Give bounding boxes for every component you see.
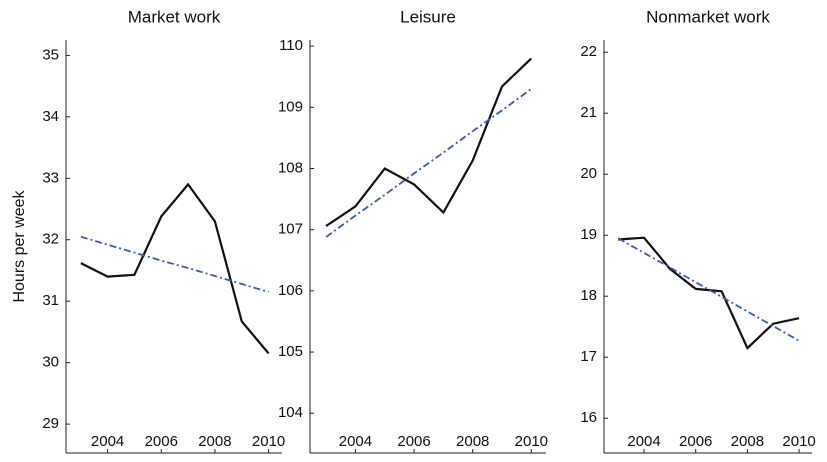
- x-tick-label: 2008: [456, 433, 489, 450]
- y-tick-label: 19: [580, 226, 597, 243]
- y-tick-label: 110: [279, 37, 303, 54]
- y-tick-label: 107: [278, 221, 303, 238]
- data-line: [618, 236, 800, 350]
- y-tick-label: 105: [278, 343, 303, 360]
- x-tick-label: 2004: [91, 433, 124, 450]
- x-tick-label: 2006: [679, 433, 712, 450]
- data-line: [80, 182, 270, 355]
- y-tick-label: 22: [580, 43, 597, 60]
- y-tick-label: 31: [42, 292, 59, 309]
- x-tick-label: 2010: [515, 433, 548, 450]
- y-axis-label: Hours per week: [11, 189, 28, 302]
- y-tick-label: 30: [42, 354, 59, 371]
- y-tick-label: 106: [278, 282, 303, 299]
- x-tick-label: 2010: [782, 433, 815, 450]
- panel-title: Market work: [128, 7, 221, 26]
- x-tick-label: 2008: [198, 433, 231, 450]
- y-tick-label: 17: [580, 348, 597, 365]
- y-tick-label: 29: [42, 415, 59, 432]
- panel-title: Leisure: [400, 7, 456, 26]
- y-tick-label: 32: [42, 231, 59, 248]
- data-line: [325, 88, 532, 238]
- y-tick-label: 16: [580, 409, 597, 426]
- y-tick-label: 33: [42, 169, 59, 186]
- y-tick-label: 108: [278, 159, 303, 176]
- y-tick-label: 109: [278, 98, 303, 115]
- y-tick-label: 34: [42, 108, 59, 125]
- y-tick-label: 18: [580, 287, 597, 304]
- x-tick-label: 2008: [731, 433, 764, 450]
- x-tick-label: 2004: [339, 433, 372, 450]
- y-tick-label: 20: [580, 165, 597, 182]
- x-tick-label: 2010: [252, 433, 285, 450]
- x-tick-label: 2006: [145, 433, 178, 450]
- x-tick-label: 2004: [627, 433, 660, 450]
- data-line: [80, 235, 269, 293]
- data-line: [617, 237, 800, 342]
- x-tick-label: 2006: [397, 433, 430, 450]
- y-tick-label: 21: [580, 104, 597, 121]
- panel-title: Nonmarket work: [646, 7, 770, 26]
- data-line: [325, 57, 533, 227]
- y-tick-label: 104: [278, 404, 303, 421]
- y-tick-label: 35: [42, 46, 59, 63]
